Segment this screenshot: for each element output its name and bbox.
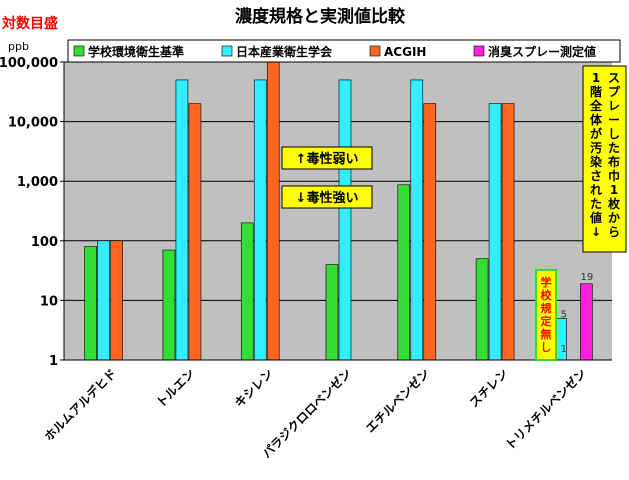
y-axis-ticks: 1 10 100 1,000 10,000 100,000 <box>0 56 64 369</box>
legend-entry: 学校環境衛生基準 <box>88 44 184 59</box>
annotation-strong: ↓毒性強い <box>281 185 373 209</box>
y-axis-label: 対数目盛 <box>1 15 58 32</box>
annotation-weak: ↑毒性弱い <box>281 146 373 170</box>
legend: 学校環境衛生基準 日本産業衛生学会 ACGIH 消臭スプレー測定値 <box>67 39 621 63</box>
data-label: 1 <box>561 344 567 355</box>
gridlines <box>64 61 612 301</box>
y-tick-label: 1,000 <box>17 175 58 190</box>
y-tick-label: 1 <box>49 354 58 369</box>
x-tick-label: トルエン <box>154 366 198 410</box>
annotation-weak-text: ↑毒性弱い <box>296 151 359 167</box>
y-tick-label: 10,000 <box>8 116 58 131</box>
bar-4 <box>580 283 593 361</box>
annotation-side-note-text: スプレーした布巾 1 枚から <box>608 71 621 239</box>
bar-1 <box>84 246 97 361</box>
legend-entry: 消臭スプレー測定値 <box>488 44 596 59</box>
bar-1 <box>162 249 176 361</box>
annotation-school-none: 学校規定無し <box>535 269 557 361</box>
annotation-strong-text: ↓毒性強い <box>296 190 359 206</box>
chart-title: 濃度規格と実測値比較 <box>235 6 406 27</box>
bar-3 <box>188 103 202 361</box>
bar-3 <box>110 240 123 361</box>
annotation-side-note-text-col2: 1 階全体が汚染された値↓ <box>589 71 603 239</box>
data-label: 5 <box>561 309 567 320</box>
legend-box <box>67 39 621 63</box>
legend-swatch <box>369 45 381 57</box>
bar-2 <box>253 79 267 361</box>
annotation-side-note: スプレーした布巾 1 枚から 1 階全体が汚染された値↓ <box>582 65 627 253</box>
legend-swatch <box>473 45 485 57</box>
bar-2 <box>97 240 110 361</box>
annotation-strong-box <box>281 185 373 209</box>
legend-swatch <box>73 45 85 57</box>
x-tick-label: エチルベンゼン <box>362 366 432 436</box>
bar-3 <box>423 103 437 361</box>
x-tick-label: スチレン <box>467 366 511 410</box>
legend-entry: ACGIH <box>384 45 426 59</box>
data-label: 19 <box>580 272 593 283</box>
bar-2 <box>338 79 352 361</box>
x-tick-label: トリメチルベンゼン <box>502 366 589 453</box>
bar-3 <box>501 103 515 361</box>
bar-2 <box>410 79 424 361</box>
bar-1 <box>475 258 489 361</box>
annotation-school-none-box <box>535 269 557 361</box>
legend-entry: 日本産業衛生学会 <box>236 44 333 59</box>
y-tick-label: 100 <box>31 235 58 250</box>
annotation-school-none-text: 学校規定無し <box>541 275 553 354</box>
y-tick-label: 100,000 <box>0 56 58 71</box>
x-tick-label: ホルムアルデヒド <box>41 366 119 444</box>
bar-3 <box>266 61 280 361</box>
annotation-side-note-box <box>582 65 627 253</box>
legend-swatch <box>221 45 233 57</box>
annotation-weak-box <box>281 146 373 170</box>
y-unit-label: ppb <box>8 40 29 53</box>
x-tick-label: パラジクロロベンゼン <box>259 366 354 461</box>
bar-1 <box>240 222 254 361</box>
bar-2 <box>175 79 189 361</box>
bar-2 <box>488 103 502 361</box>
x-tick-label: キシレン <box>232 366 276 410</box>
y-tick-label: 10 <box>40 294 58 309</box>
bar-1 <box>397 184 411 361</box>
bar-1 <box>325 264 339 361</box>
